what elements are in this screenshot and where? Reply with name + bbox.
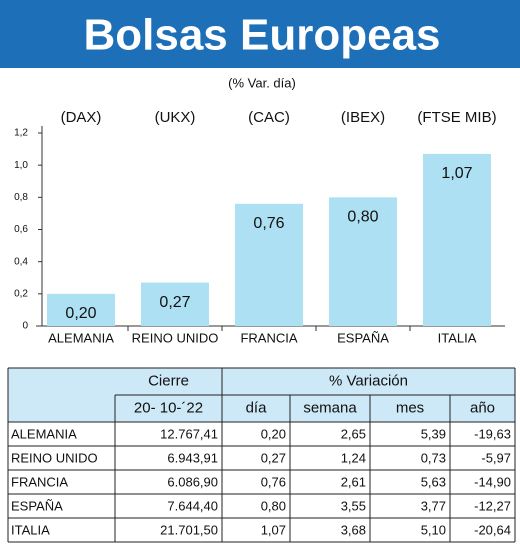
table-cell: 1,07 bbox=[261, 522, 286, 537]
table-cell: 5,10 bbox=[421, 522, 446, 537]
y-tick-label: 0,4 bbox=[14, 256, 28, 267]
table-cell: 3,55 bbox=[341, 498, 366, 513]
table-cell: 21.701,50 bbox=[160, 522, 218, 537]
index-label: (UKX) bbox=[155, 109, 196, 126]
table-header-left bbox=[8, 368, 115, 422]
table-cell: 12.767,41 bbox=[160, 426, 218, 441]
table-cell: 6.943,91 bbox=[167, 450, 218, 465]
table-cell: 3,77 bbox=[421, 498, 446, 513]
index-label: (IBEX) bbox=[341, 109, 385, 126]
table-cell: FRANCIA bbox=[11, 474, 68, 489]
table-subheader: 20- 10-´22 bbox=[134, 399, 203, 416]
table-header: Cierre bbox=[148, 372, 189, 389]
value-label: 0,20 bbox=[65, 305, 96, 322]
y-tick-label: 0,8 bbox=[14, 192, 28, 203]
y-tick-label: 0,2 bbox=[14, 288, 28, 299]
index-label: (FTSE MIB) bbox=[417, 109, 496, 126]
table-subheader: semana bbox=[303, 399, 357, 416]
table-cell: 3,68 bbox=[341, 522, 366, 537]
bar bbox=[47, 293, 115, 326]
chart-title: Bolsas Europeas bbox=[83, 11, 440, 60]
table-cell: -20,64 bbox=[474, 522, 511, 537]
table-cell: REINO UNIDO bbox=[11, 450, 98, 465]
table-cell: -12,27 bbox=[474, 498, 511, 513]
y-tick-label: 1,0 bbox=[14, 160, 28, 171]
table-cell: 5,63 bbox=[421, 474, 446, 489]
table-header: % Variación bbox=[329, 372, 408, 389]
x-tick-label: ESPAÑA bbox=[337, 330, 389, 345]
table-cell: ITALIA bbox=[11, 522, 50, 537]
index-label: (DAX) bbox=[61, 109, 102, 126]
table-cell: ESPAÑA bbox=[11, 498, 63, 513]
table-subheader: mes bbox=[396, 399, 424, 416]
bar bbox=[329, 197, 397, 326]
value-label: 1,07 bbox=[441, 165, 472, 182]
table-cell: ALEMANIA bbox=[11, 426, 77, 441]
table-cell: 2,65 bbox=[341, 426, 366, 441]
table-cell: 0,76 bbox=[261, 474, 286, 489]
table-cell: 1,24 bbox=[341, 450, 366, 465]
table-cell: 5,39 bbox=[421, 426, 446, 441]
table-cell: 6.086,90 bbox=[167, 474, 218, 489]
table-cell: 0,20 bbox=[261, 426, 286, 441]
table-subheader: año bbox=[470, 399, 495, 416]
x-tick-label: ALEMANIA bbox=[48, 330, 114, 345]
title-banner bbox=[0, 0, 520, 68]
table-cell: -14,90 bbox=[474, 474, 511, 489]
table-cell: 7.644,40 bbox=[167, 498, 218, 513]
table-cell: -19,63 bbox=[474, 426, 511, 441]
value-label: 0,27 bbox=[159, 294, 190, 311]
x-tick-label: REINO UNIDO bbox=[132, 330, 219, 345]
bar bbox=[423, 153, 491, 326]
value-label: 0,76 bbox=[253, 215, 284, 232]
chart-subtitle: (% Var. día) bbox=[228, 75, 296, 90]
bar bbox=[141, 282, 209, 326]
y-tick-label: 0 bbox=[22, 321, 28, 332]
value-label: 0,80 bbox=[347, 209, 378, 226]
index-label: (CAC) bbox=[248, 109, 290, 126]
table-cell: -5,97 bbox=[481, 450, 511, 465]
x-tick-label: ITALIA bbox=[438, 330, 477, 345]
table-cell: 2,61 bbox=[341, 474, 366, 489]
table-cell: 0,80 bbox=[261, 498, 286, 513]
x-tick-label: FRANCIA bbox=[240, 330, 297, 345]
table-cell: 0,27 bbox=[261, 450, 286, 465]
bar bbox=[235, 203, 303, 326]
y-tick-label: 0,6 bbox=[14, 224, 28, 235]
table-cell: 0,73 bbox=[421, 450, 446, 465]
table-subheader: día bbox=[246, 399, 268, 416]
y-tick-label: 1,2 bbox=[14, 128, 28, 139]
